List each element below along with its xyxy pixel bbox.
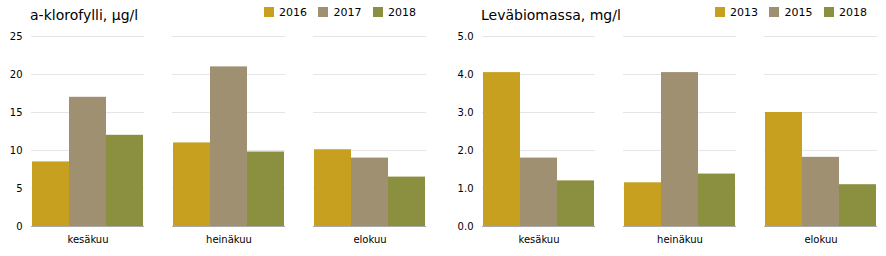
svg-text:heinäkuu: heinäkuu: [657, 234, 703, 245]
svg-text:heinäkuu: heinäkuu: [206, 234, 252, 245]
svg-text:2.0: 2.0: [458, 145, 474, 156]
html-text:2018: 2018: [388, 5, 416, 19]
html-text:2017: 2017: [333, 5, 362, 19]
svg-text:kesäkuu: kesäkuu: [518, 234, 559, 245]
svg-text:0: 0: [16, 221, 22, 232]
html-text:2015: 2015: [784, 5, 813, 19]
html-text:2013: 2013: [730, 5, 758, 19]
svg-text:20: 20: [10, 69, 23, 80]
svg-text:elokuu: elokuu: [353, 234, 386, 245]
svg-text:0.0: 0.0: [458, 221, 474, 232]
svg-text:15: 15: [10, 107, 23, 118]
html-text:2016: 2016: [279, 5, 307, 19]
svg-text:10: 10: [10, 145, 23, 156]
svg-text:4.0: 4.0: [458, 69, 474, 80]
svg-text:elokuu: elokuu: [804, 234, 837, 245]
svg-text:5: 5: [16, 183, 22, 194]
svg-text:25: 25: [10, 31, 23, 42]
svg-text:1.0: 1.0: [458, 183, 474, 194]
svg-text:5.0: 5.0: [458, 31, 474, 42]
html-text:a-klorofylli, µg/l: a-klorofylli, µg/l: [30, 7, 139, 23]
svg-text:kesäkuu: kesäkuu: [67, 234, 108, 245]
html-text:Leväbiomassa, mg/l: Leväbiomassa, mg/l: [481, 7, 621, 23]
html-text:2018: 2018: [839, 5, 867, 19]
svg-text:3.0: 3.0: [458, 107, 474, 118]
